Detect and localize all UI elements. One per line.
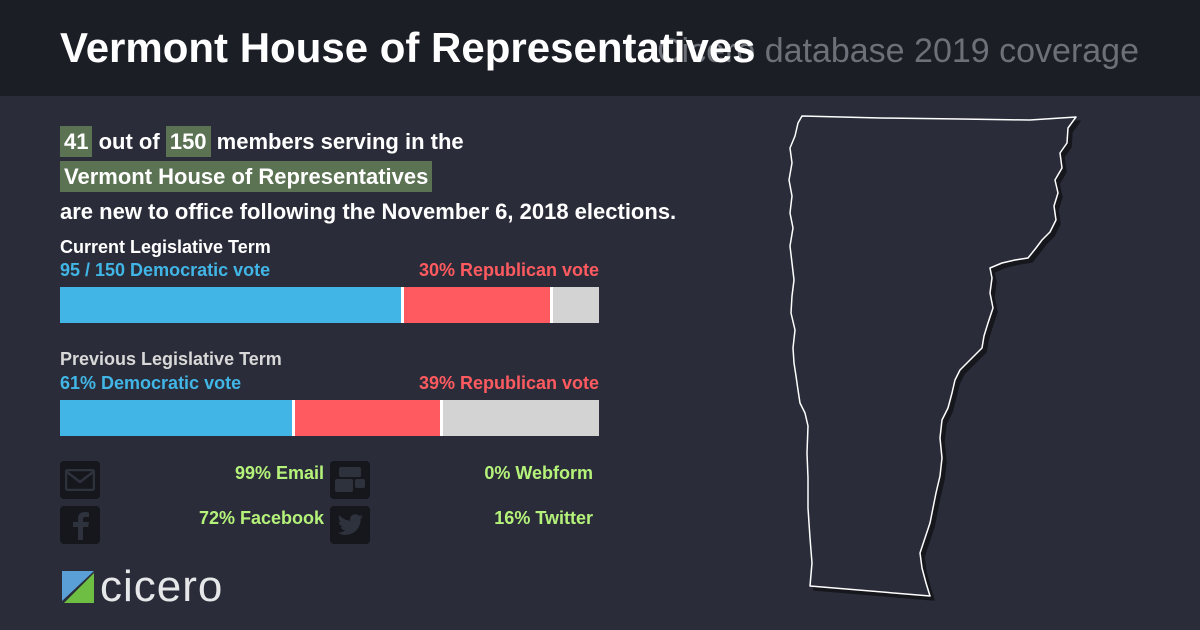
out-of-text: out of — [98, 129, 160, 154]
summary-line-3: are new to office following the November… — [60, 199, 677, 224]
previous-dem-label: 61% Democratic vote — [60, 373, 242, 393]
current-other-segment — [550, 287, 599, 323]
current-term-bar — [60, 287, 599, 323]
members-text: members serving in the — [216, 129, 464, 154]
page-title: Vermont House of Representatives — [60, 24, 756, 71]
current-dem-label: 95 / 150 Democratic vote — [60, 260, 271, 280]
summary-line-2: Vermont House of Representatives — [60, 161, 433, 192]
legislative-body-name: Vermont House of Representatives — [60, 161, 433, 192]
twitter-icon — [330, 506, 370, 544]
facebook-icon — [60, 506, 100, 544]
cicero-logo-mark — [62, 571, 94, 603]
previous-dem-segment — [60, 400, 292, 436]
summary-line-1: 41 out of 150 members serving in the — [60, 126, 464, 157]
previous-term-label: Previous Legislative Term — [60, 349, 282, 369]
header: Cicero database 2019 coverage Vermont Ho… — [0, 0, 1200, 96]
current-dem-segment — [60, 287, 402, 323]
previous-rep-segment — [291, 400, 440, 436]
facebook-stat: 72% Facebook — [198, 508, 324, 528]
current-rep-label: 30% Republican vote — [418, 260, 599, 280]
twitter-stat: 16% Twitter — [494, 508, 593, 528]
email-stat: 99% Email — [234, 463, 324, 483]
current-term-label: Current Legislative Term — [60, 237, 271, 257]
webform-stat: 0% Webform — [484, 463, 593, 483]
current-rep-segment — [401, 287, 551, 323]
previous-term-bar — [60, 400, 599, 436]
vermont-map — [788, 115, 1077, 597]
previous-rep-label: 39% Republican vote — [418, 373, 599, 393]
webform-icon — [330, 461, 370, 499]
page-subtitle: Cicero database 2019 coverage — [657, 32, 1139, 70]
email-icon — [60, 461, 100, 499]
logo-text: cicero — [100, 562, 224, 611]
total-members-count: 150 — [165, 126, 211, 157]
cicero-logo: cicero — [62, 562, 223, 612]
new-members-count: 41 — [60, 126, 93, 157]
previous-other-segment — [439, 400, 599, 436]
